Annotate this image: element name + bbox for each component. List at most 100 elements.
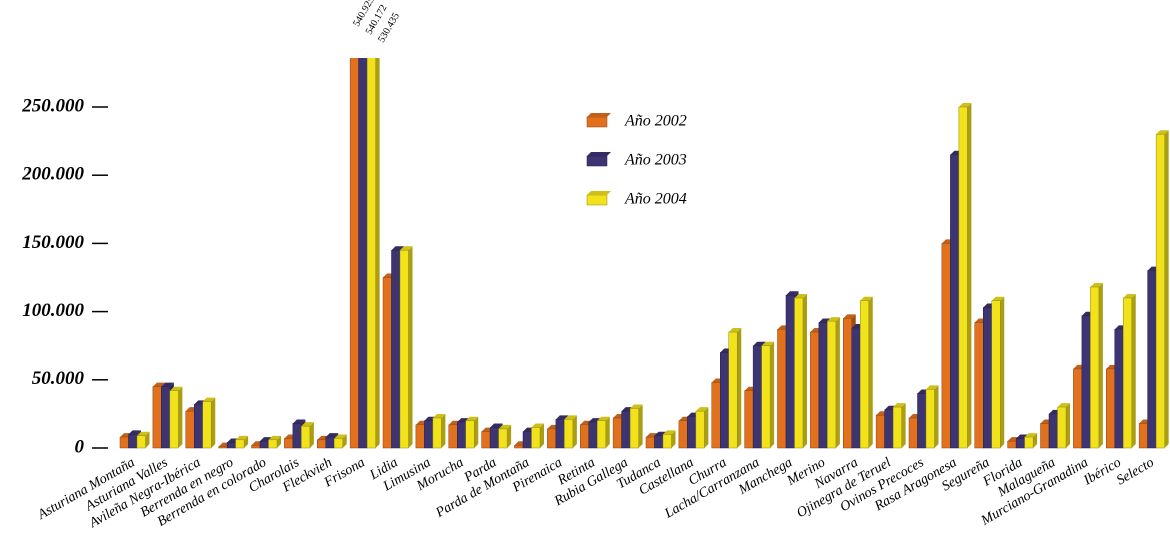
bar [531, 427, 541, 449]
bar-top [843, 314, 856, 319]
bar [1147, 270, 1157, 449]
bar-top [531, 423, 544, 428]
legend-label: Año 2002 [624, 113, 687, 130]
bar-side [244, 435, 249, 448]
bar-side [803, 293, 807, 448]
bar-side [638, 404, 643, 448]
bar [892, 406, 902, 449]
bar [235, 439, 245, 449]
bar [991, 300, 1001, 449]
bar [695, 410, 705, 449]
bar [415, 424, 425, 449]
bar [325, 436, 335, 449]
bar [917, 393, 927, 449]
bar [358, 58, 368, 449]
bar [349, 58, 359, 449]
bar [1081, 315, 1091, 449]
bar-top [695, 407, 709, 412]
y-tick-label: 250.000 [21, 95, 84, 116]
bar [1123, 297, 1132, 449]
bar [974, 322, 984, 449]
bar [152, 386, 162, 449]
bar-top [1156, 130, 1169, 135]
y-tick-label: 200.000 [21, 164, 84, 185]
bar [851, 327, 861, 449]
bar [1040, 423, 1050, 449]
bar-side [277, 435, 281, 448]
bar [185, 410, 195, 449]
bar-top [728, 328, 742, 333]
bar-top [786, 291, 799, 296]
bar [645, 436, 655, 449]
bar-side [309, 422, 314, 448]
bar [612, 417, 622, 449]
bar [1073, 368, 1083, 449]
bar [334, 438, 343, 449]
bar [1106, 368, 1115, 449]
bar [481, 431, 491, 449]
bar-top [169, 386, 183, 391]
bar-top [555, 415, 569, 420]
bar-top [1057, 403, 1070, 408]
bar [580, 424, 589, 449]
bar [1024, 436, 1034, 449]
bar [925, 389, 935, 449]
bar [744, 390, 754, 449]
legend-label: Año 2004 [624, 191, 687, 208]
bar [908, 417, 918, 449]
bar [194, 404, 203, 449]
bar [941, 243, 951, 449]
bar [958, 106, 968, 449]
x-tick-label: Ibérico [1080, 455, 1123, 489]
bar [654, 435, 664, 449]
bar-side [967, 103, 972, 448]
bar [169, 390, 179, 449]
bar [1015, 438, 1025, 449]
bar [629, 408, 639, 449]
bar-top [137, 431, 150, 436]
bar-top [860, 296, 873, 301]
bar [720, 352, 729, 449]
bar [128, 434, 138, 449]
bar [555, 419, 565, 449]
bar [860, 300, 869, 449]
bar [226, 442, 236, 449]
bar-side [704, 407, 709, 448]
legend-swatch-top [587, 152, 611, 156]
bar [884, 409, 894, 449]
bar-top [301, 422, 314, 427]
bar [1155, 134, 1165, 449]
bar [1048, 413, 1058, 449]
bar-side [408, 246, 413, 448]
bar-top [1123, 293, 1136, 298]
bar-side [1098, 283, 1103, 448]
bar [597, 420, 606, 449]
bar-top [564, 415, 577, 420]
bar [1007, 440, 1017, 449]
legend-swatch [586, 116, 608, 128]
bar-top [991, 296, 1005, 301]
bar-side [934, 385, 939, 448]
bar [259, 440, 269, 449]
bar-side [211, 397, 216, 448]
bar [1138, 423, 1148, 449]
bar [161, 386, 171, 449]
bar-top [761, 341, 775, 346]
bar-top [597, 416, 610, 421]
bar-side [507, 424, 512, 448]
bar [292, 423, 302, 449]
bar-top [630, 404, 643, 409]
bar [136, 435, 146, 449]
bar-side [835, 317, 840, 448]
bar [1114, 329, 1124, 449]
bar [547, 428, 557, 449]
bar [202, 401, 212, 449]
bar-top [663, 430, 676, 435]
bar-side [375, 58, 380, 448]
bar [564, 419, 574, 449]
y-tick-label: 150.000 [22, 232, 84, 253]
y-tick-label: 100.000 [22, 300, 84, 321]
bar [687, 416, 697, 449]
bar [777, 329, 787, 449]
bar-side [1000, 296, 1005, 448]
